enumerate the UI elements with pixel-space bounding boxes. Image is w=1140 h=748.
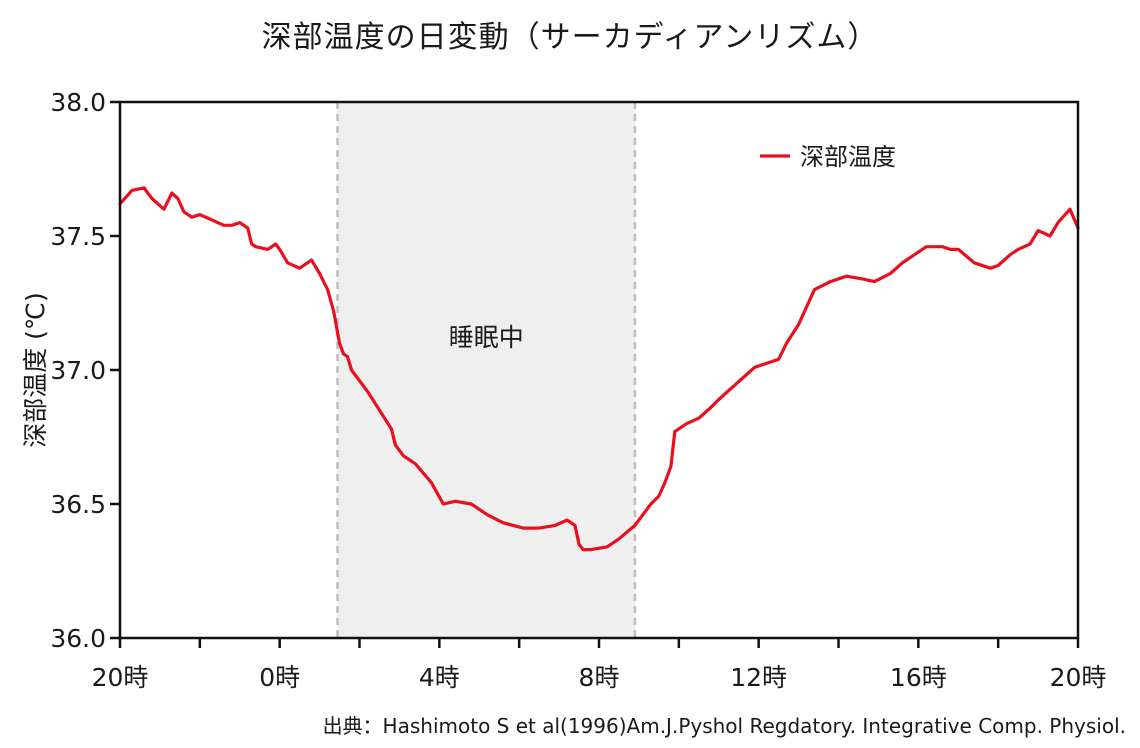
temperature-line [118,186,1080,552]
legend-label: 深部温度 [800,143,896,171]
x-tick-label: 20時 [1050,663,1107,692]
y-tick-label: 38.0 [50,88,106,117]
sleep-label: 睡眠中 [449,323,524,352]
source-citation: 出典：Hashimoto S et al(1996)Am.J.Pyshol Re… [322,714,1126,738]
y-tick-label: 36.5 [50,490,106,519]
x-tick-label: 0時 [259,663,300,692]
y-tick-label: 36.0 [50,624,106,653]
x-tick-label: 4時 [419,663,460,692]
chart-title: 深部温度の日変動（サーカディアンリズム） [261,20,879,55]
x-tick-label: 20時 [92,663,149,692]
x-tick-label: 8時 [579,663,620,692]
y-tick-label: 37.5 [50,222,106,251]
sleep-region [337,102,635,638]
x-tick-label: 16時 [890,663,947,692]
x-tick-label: 12時 [730,663,787,692]
y-axis-label: 深部温度 (℃) [21,292,50,448]
y-tick-label: 37.0 [50,356,106,385]
